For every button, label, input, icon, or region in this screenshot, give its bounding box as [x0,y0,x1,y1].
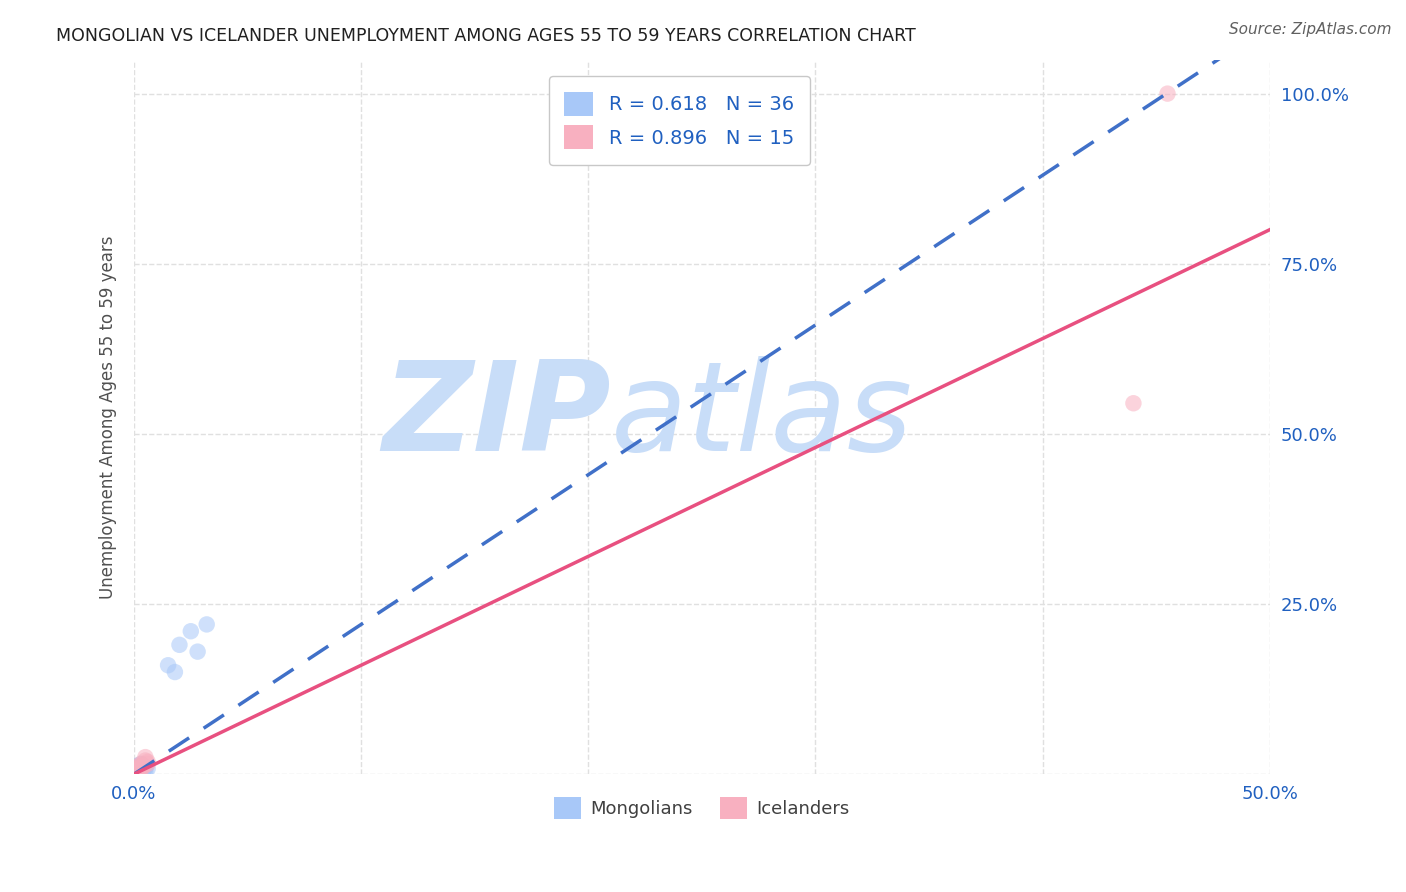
Point [125,764,148,778]
Point [132,759,155,773]
Point [129,762,152,776]
Point [125,762,148,776]
Point [129,760,152,774]
Y-axis label: Unemployment Among Ages 55 to 59 years: Unemployment Among Ages 55 to 59 years [100,235,117,599]
Text: MONGOLIAN VS ICELANDER UNEMPLOYMENT AMONG AGES 55 TO 59 YEARS CORRELATION CHART: MONGOLIAN VS ICELANDER UNEMPLOYMENT AMON… [56,27,915,45]
Point [132,762,155,776]
Point [187,645,209,659]
Point [125,764,148,778]
Point [134,750,156,764]
Point [125,760,148,774]
Point [132,759,155,773]
Point [128,760,150,774]
Text: ZIP: ZIP [382,357,612,477]
Text: atlas: atlas [612,357,912,477]
Point [134,760,156,774]
Point [128,762,150,776]
Point [1156,87,1178,101]
Point [128,759,150,773]
Point [125,759,148,773]
Point [136,755,159,769]
Point [128,764,150,778]
Point [129,764,152,778]
Text: Source: ZipAtlas.com: Source: ZipAtlas.com [1229,22,1392,37]
Point [195,617,218,632]
Point [128,760,150,774]
Point [180,624,202,639]
Point [128,759,150,773]
Point [128,762,150,776]
Point [132,760,155,774]
Point [129,762,152,776]
Point [129,759,152,773]
Legend: Mongolians, Icelanders: Mongolians, Icelanders [547,789,856,826]
Point [125,760,148,774]
Point [125,760,148,774]
Point [132,764,155,778]
Point [125,764,148,778]
Point [128,764,150,778]
Point [128,760,150,774]
Point [129,756,152,771]
Point [136,756,159,771]
Point [157,658,180,673]
Point [1122,396,1144,410]
Point [129,756,152,771]
Point [132,762,155,776]
Point [128,762,150,776]
Point [134,760,156,774]
Point [134,764,156,778]
Point [163,665,186,679]
Point [129,764,152,778]
Point [129,762,152,776]
Point [134,754,156,768]
Point [129,760,152,774]
Point [128,764,150,778]
Point [169,638,191,652]
Point [136,762,159,776]
